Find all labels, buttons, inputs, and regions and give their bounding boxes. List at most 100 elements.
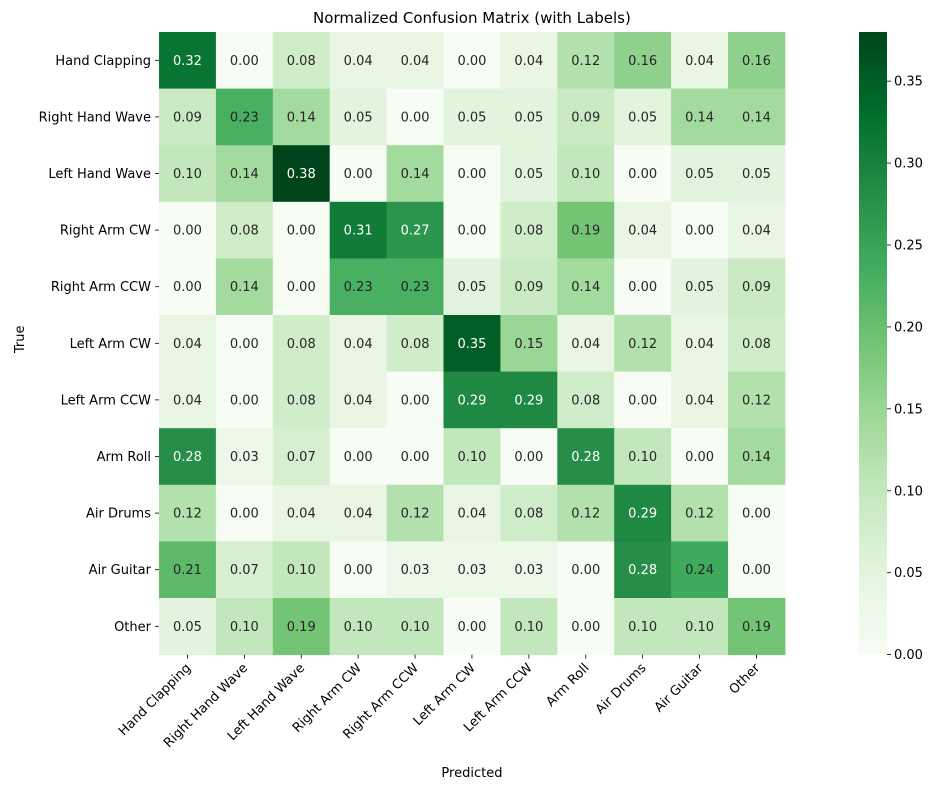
heatmap-cell-r3-c10 [728, 201, 786, 259]
y-tick-label: Hand Clapping [55, 54, 151, 69]
heatmap-cell-r7-c4 [386, 428, 444, 486]
heatmap-cell-r7-c5 [443, 428, 501, 486]
cell-value-label: 0.00 [287, 280, 316, 295]
y-tick-label: Right Hand Wave [39, 110, 151, 125]
heatmap-cell-r5-c2 [272, 315, 331, 373]
cell-value-label: 0.04 [457, 507, 486, 522]
cell-value-label: 0.38 [287, 167, 316, 182]
heatmap-cell-r4-c2 [272, 258, 331, 316]
cell-value-label: 0.29 [628, 507, 657, 522]
heatmap-cell-r6-c7 [557, 371, 615, 429]
y-tick-label: Air Drums [86, 507, 151, 522]
y-tick-label: Arm Roll [97, 450, 151, 465]
y-axis-label: True [13, 325, 28, 354]
x-tick-label: Other [727, 660, 764, 697]
heatmap-cell-r9-c1 [215, 541, 274, 599]
heatmap-cell-r0-c5 [443, 32, 501, 90]
heatmap-cell-r0-c0 [159, 32, 217, 90]
heatmap-cell-r3-c4 [386, 201, 444, 259]
cell-value-label: 0.04 [514, 54, 543, 69]
cell-value-label: 0.08 [401, 337, 430, 352]
cell-value-label: 0.29 [514, 393, 543, 408]
heatmap-cell-r4-c3 [329, 258, 388, 316]
heatmap-cell-r3-c8 [614, 201, 672, 259]
heatmap-cell-r5-c10 [728, 315, 786, 373]
cell-value-label: 0.00 [685, 450, 714, 465]
cell-value-label: 0.10 [230, 620, 259, 635]
cell-value-label: 0.03 [514, 563, 543, 578]
heatmap-cell-r3-c0 [159, 201, 217, 259]
cell-value-label: 0.04 [571, 337, 600, 352]
cell-value-label: 0.15 [514, 337, 543, 352]
heatmap-cell-r9-c7 [557, 541, 615, 599]
heatmap-cell-r8-c4 [386, 484, 444, 542]
heatmap-cell-r6-c2 [272, 371, 331, 429]
heatmap-cell-r7-c0 [159, 428, 217, 486]
cell-value-label: 0.28 [628, 563, 657, 578]
heatmap-cell-r9-c8 [614, 541, 672, 599]
cell-value-label: 0.10 [173, 167, 202, 182]
heatmap-cell-r8-c10 [728, 484, 786, 542]
cell-value-label: 0.04 [344, 507, 373, 522]
heatmap-cell-r3-c6 [500, 201, 558, 259]
colorbar-tick-label: 0.35 [894, 75, 923, 90]
heatmap-cell-r1-c5 [443, 88, 501, 146]
heatmap-cell-r0-c9 [671, 32, 729, 90]
colorbar-tick-label: 0.20 [894, 320, 923, 335]
heatmap-cell-r5-c0 [159, 315, 217, 373]
cell-value-label: 0.03 [230, 450, 259, 465]
cell-value-label: 0.14 [230, 167, 259, 182]
cell-value-label: 0.12 [742, 393, 771, 408]
heatmap-cell-r4-c7 [557, 258, 615, 316]
cell-value-label: 0.04 [344, 54, 373, 69]
cell-value-label: 0.14 [685, 110, 714, 125]
cell-value-label: 0.05 [457, 110, 486, 125]
cell-value-label: 0.04 [344, 393, 373, 408]
heatmap-cell-r5-c5 [443, 315, 501, 373]
cell-value-label: 0.08 [230, 224, 259, 239]
cell-value-label: 0.00 [401, 450, 430, 465]
y-tick-label: Right Arm CCW [51, 280, 151, 295]
heatmap-cell-r7-c10 [728, 428, 786, 486]
cell-value-label: 0.10 [571, 167, 600, 182]
cell-value-label: 0.00 [628, 280, 657, 295]
heatmap-cell-r7-c9 [671, 428, 729, 486]
cell-value-label: 0.00 [685, 224, 714, 239]
cell-value-label: 0.10 [685, 620, 714, 635]
cell-value-label: 0.05 [514, 110, 543, 125]
cell-value-label: 0.00 [457, 167, 486, 182]
heatmap-cell-r4-c9 [671, 258, 729, 316]
cell-value-label: 0.00 [230, 54, 259, 69]
cell-value-label: 0.14 [287, 110, 316, 125]
heatmap-cell-r8-c8 [614, 484, 672, 542]
cell-value-label: 0.12 [571, 507, 600, 522]
cell-value-label: 0.00 [457, 54, 486, 69]
heatmap-cell-r8-c5 [443, 484, 501, 542]
cell-value-label: 0.14 [742, 110, 771, 125]
cell-value-label: 0.10 [287, 563, 316, 578]
x-tick-label: Arm Roll [543, 661, 592, 710]
heatmap-cell-r5-c6 [500, 315, 558, 373]
colorbar-tick-label: 0.00 [894, 648, 923, 663]
heatmap-cell-r6-c0 [159, 371, 217, 429]
cell-value-label: 0.04 [173, 393, 202, 408]
heatmap-cell-r1-c4 [386, 88, 444, 146]
chart-title: Normalized Confusion Matrix (with Labels… [313, 9, 631, 27]
heatmap-cell-r3-c1 [215, 201, 274, 259]
heatmap-cell-r1-c9 [671, 88, 729, 146]
cell-value-label: 0.08 [514, 224, 543, 239]
heatmap-cell-r10-c3 [329, 598, 388, 656]
y-tick-labels: Hand Clapping Right Hand Wave Left Hand Wa… [39, 54, 159, 635]
cell-value-label: 0.03 [401, 563, 430, 578]
cell-value-label: 0.12 [401, 507, 430, 522]
heatmap-cell-r2-c10 [728, 145, 786, 203]
cell-value-label: 0.00 [230, 337, 259, 352]
heatmap-cell-r1-c0 [159, 88, 217, 146]
cell-value-label: 0.10 [628, 620, 657, 635]
heatmap-cell-r6-c5 [443, 371, 501, 429]
cell-value-label: 0.07 [287, 450, 316, 465]
heatmap-cell-r10-c1 [215, 598, 274, 656]
colorbar-gradient [859, 32, 887, 655]
heatmap-cell-r10-c2 [272, 598, 331, 656]
heatmap-cell-r9-c0 [159, 541, 217, 599]
